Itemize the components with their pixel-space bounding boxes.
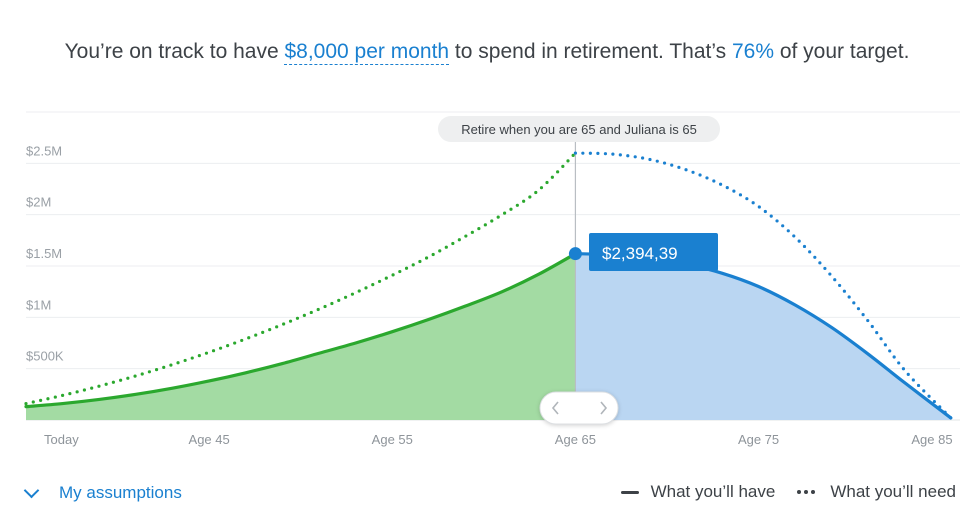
- assumptions-toggle[interactable]: My assumptions: [23, 482, 182, 503]
- x-tick-label: Age 85: [911, 432, 952, 447]
- chevron-left-icon[interactable]: [551, 401, 559, 415]
- chart-areas: [26, 253, 951, 420]
- line-have-before-retirement: [24, 252, 578, 409]
- y-tick-label: $1M: [26, 297, 51, 312]
- scroll-handle[interactable]: [539, 391, 619, 425]
- retire-marker-label: Retire when you are 65 and Juliana is 65: [461, 122, 697, 137]
- x-tick-label: Age 75: [738, 432, 779, 447]
- hover-value: $2,394,39: [602, 244, 678, 263]
- retirement-chart: $500K $1M $1.5M $2M $2.5M Today Age 45 Age 55 A…: [24, 111, 960, 447]
- area-have-after-retirement: [575, 253, 951, 420]
- legend-need-label: What you’ll need: [830, 482, 956, 501]
- legend-item-have: What you’ll have: [620, 482, 776, 502]
- x-axis: Today Age 45 Age 55 Age 65 Age 75 Age 85: [44, 432, 953, 447]
- x-tick-label: Age 65: [555, 432, 596, 447]
- y-axis: $500K $1M $1.5M $2M $2.5M: [26, 143, 64, 363]
- chevron-down-icon[interactable]: [23, 482, 40, 498]
- legend-item-need: What you’ll need: [797, 482, 956, 502]
- assumptions-label[interactable]: My assumptions: [59, 483, 182, 502]
- dotted-line-icon: [797, 490, 818, 494]
- legend-have-label: What you’ll have: [650, 482, 776, 501]
- x-tick-label: Today: [44, 432, 79, 447]
- retire-marker-pill: Retire when you are 65 and Juliana is 65: [438, 116, 720, 142]
- chart-legend: What you’ll have What you’ll need: [599, 482, 956, 502]
- y-tick-label: $1.5M: [26, 246, 62, 261]
- y-tick-label: $2.5M: [26, 143, 62, 158]
- solid-line-icon: [620, 490, 639, 494]
- headline-middle: to spend in retirement. That’s: [449, 40, 732, 63]
- target-percent: 76%: [731, 40, 774, 63]
- headline-suffix: of your target.: [774, 40, 910, 63]
- hover-point[interactable]: [568, 247, 582, 261]
- chevron-right-icon[interactable]: [600, 401, 608, 415]
- hover-tooltip: $2,394,39: [589, 233, 718, 271]
- y-tick-label: $500K: [26, 349, 64, 364]
- headline-prefix: You’re on track to have: [64, 40, 285, 63]
- monthly-amount-link[interactable]: $8,000 per month: [284, 40, 450, 65]
- y-tick-label: $2M: [26, 195, 51, 210]
- x-tick-label: Age 55: [372, 432, 413, 447]
- x-tick-label: Age 45: [189, 432, 230, 447]
- area-have-before-retirement: [26, 253, 576, 420]
- headline: You’re on track to have $8,000 per month…: [0, 40, 974, 65]
- line-need-after-retirement: [573, 151, 953, 420]
